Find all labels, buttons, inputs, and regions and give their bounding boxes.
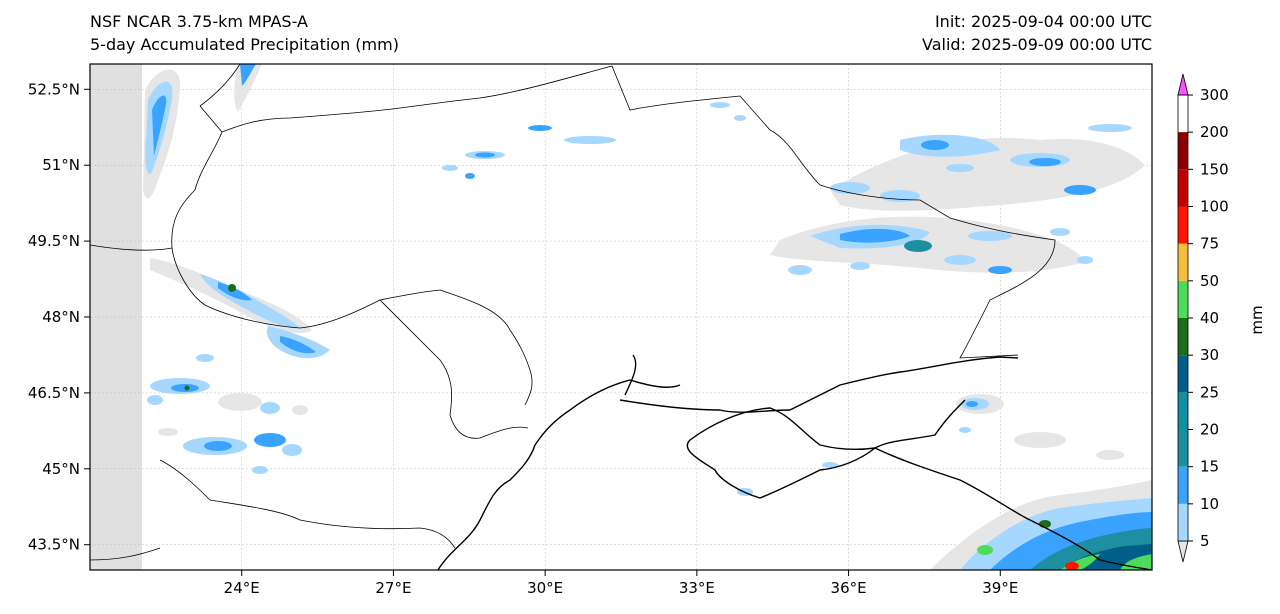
init-time: Init: 2025-09-04 00:00 UTC (934, 12, 1152, 31)
colorbar-tick-label: 25 (1200, 383, 1219, 401)
precip-area-romania (147, 354, 308, 474)
colorbar-segment (1178, 355, 1188, 393)
lat-tick-label: 48°N (42, 308, 80, 326)
precip-area-northwest (143, 64, 262, 199)
coastlines (437, 354, 1152, 570)
colorbar-tick-label: 100 (1200, 198, 1229, 216)
colorbar-tick-label: 75 (1200, 235, 1219, 253)
colorbar-segment (1178, 132, 1188, 170)
colorbar-tick-label: 30 (1200, 346, 1219, 364)
lat-tick-label: 45°N (42, 460, 80, 478)
precip-area-east (770, 216, 1093, 275)
lon-tick-label: 33°E (679, 579, 715, 597)
precip-area-northeast (830, 124, 1145, 211)
colorbar-segment (1178, 503, 1188, 541)
lat-tick-label: 52.5°N (28, 80, 80, 98)
colorbar-extend-low (1177, 540, 1189, 563)
product-title: 5-day Accumulated Precipitation (mm) (90, 35, 399, 54)
colorbar-tick-label: 10 (1200, 495, 1219, 513)
colorbar-label: mm (1248, 305, 1266, 334)
colorbar-tick-label: 150 (1200, 160, 1229, 178)
colorbar-extend-high (1177, 73, 1189, 96)
colorbar-segment (1178, 429, 1188, 467)
lat-tick-label: 49.5°N (28, 232, 80, 250)
colorbar-tick-label: 15 (1200, 458, 1219, 476)
colorbar-segment (1178, 169, 1188, 207)
lon-tick-label: 24°E (224, 579, 260, 597)
colorbar-segment (1178, 206, 1188, 244)
colorbar-tick-label: 50 (1200, 272, 1219, 290)
lat-tick-label: 46.5°N (28, 384, 80, 402)
colorbar-segment (1178, 280, 1188, 318)
map-canvas (90, 64, 1152, 570)
precip-area-azov (737, 394, 1124, 496)
precip-area-north (442, 102, 746, 179)
country-borders (90, 64, 1056, 561)
colorbar-tick-label: 40 (1200, 309, 1219, 327)
colorbar-segment (1178, 243, 1188, 281)
colorbar-segment (1178, 466, 1188, 504)
model-title: NSF NCAR 3.75-km MPAS-A (90, 12, 308, 31)
lat-tick-label: 43.5°N (28, 536, 80, 554)
valid-time: Valid: 2025-09-09 00:00 UTC (921, 35, 1152, 54)
lon-tick-label: 27°E (375, 579, 411, 597)
lon-tick-label: 30°E (527, 579, 563, 597)
colorbar-tick-label: 20 (1200, 421, 1219, 439)
colorbar-segment (1178, 318, 1188, 356)
precip-area-carpathians (150, 258, 330, 359)
lat-tick-label: 51°N (42, 156, 80, 174)
colorbar-tick-label: 300 (1200, 86, 1229, 104)
colorbar-tick-label: 200 (1200, 123, 1229, 141)
lon-tick-label: 39°E (982, 579, 1018, 597)
colorbar-segment (1178, 392, 1188, 430)
colorbar: 5 10 15 20 25 30 40 50 75 100 150 200 300 (1177, 73, 1229, 563)
lon-tick-label: 36°E (831, 579, 867, 597)
colorbar-tick-label: 5 (1200, 532, 1210, 550)
axis-ticks: 24°E 27°E 30°E 33°E 36°E 39°E 52.5°N 51°N 49.5°N… (28, 80, 1018, 597)
